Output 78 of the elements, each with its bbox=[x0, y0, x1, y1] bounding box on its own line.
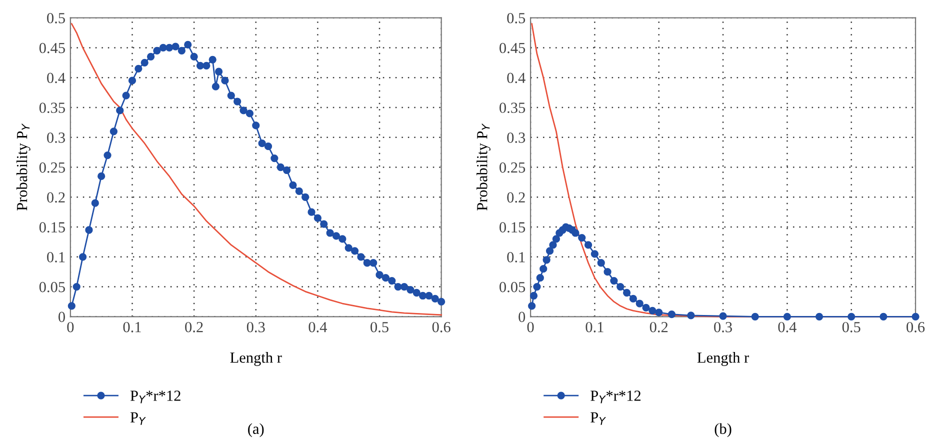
y-tick-label: 0.15 bbox=[500, 222, 526, 233]
point bbox=[880, 312, 888, 320]
point bbox=[590, 250, 599, 258]
x-tick-label: 0.1 bbox=[123, 322, 141, 332]
point bbox=[751, 312, 759, 320]
y-tick-label: 0 bbox=[58, 312, 65, 322]
y-tick-label: 0.5 bbox=[47, 12, 65, 24]
point bbox=[536, 274, 544, 282]
text: (b) bbox=[714, 423, 732, 438]
point bbox=[533, 282, 541, 291]
y-tick-label: 0.1 bbox=[507, 252, 525, 262]
x-tick-label: 0.2 bbox=[650, 322, 668, 332]
x-tick-label: 0 bbox=[67, 322, 74, 332]
point bbox=[912, 312, 920, 320]
y-tick-label: 0 bbox=[518, 312, 526, 322]
point bbox=[616, 282, 624, 291]
legend-label: P$_{Y}$*r*12 bbox=[130, 390, 180, 404]
y-tick-label: 0.4 bbox=[507, 72, 526, 84]
legend-label: P$_{Y}$*r*12 bbox=[590, 390, 641, 404]
point bbox=[584, 241, 592, 249]
y-tick-label: 0.25 bbox=[39, 162, 65, 173]
x-tick-label: 0.4 bbox=[308, 322, 328, 332]
x-tick-label: 0.4 bbox=[778, 322, 797, 332]
point bbox=[622, 288, 631, 297]
point bbox=[578, 234, 586, 242]
x-tick-label: 0.6 bbox=[906, 322, 925, 332]
y-tick-label: 0.3 bbox=[47, 132, 65, 143]
y-tick-label: 0.2 bbox=[47, 192, 65, 203]
y-tick-label: 0.45 bbox=[39, 42, 65, 54]
x-tick-label: 0.5 bbox=[370, 322, 388, 332]
y-tick-label: 0.2 bbox=[507, 192, 525, 203]
point bbox=[719, 312, 727, 320]
point bbox=[642, 304, 650, 312]
x-tick-label: 0.2 bbox=[185, 322, 203, 332]
x-tick-label: 0.1 bbox=[586, 322, 604, 332]
y-axis-title: Probability P$_{Y}$ bbox=[16, 123, 30, 211]
x-tick-label: 0.6 bbox=[432, 322, 450, 332]
x-tick-label: 0.3 bbox=[714, 322, 732, 332]
y-tick-label: 0.35 bbox=[500, 102, 526, 114]
point bbox=[648, 306, 656, 315]
point bbox=[540, 265, 548, 273]
point bbox=[597, 259, 605, 267]
y-tick-label: 0.25 bbox=[500, 162, 526, 173]
y-tick-label: 0.45 bbox=[500, 42, 526, 54]
point bbox=[572, 229, 580, 237]
y-tick-label: 0.4 bbox=[47, 72, 66, 84]
y-tick-label: 0.5 bbox=[507, 12, 526, 24]
point bbox=[610, 276, 618, 285]
point bbox=[629, 294, 638, 303]
y-axis-title: Probability P$_{Y}$ bbox=[476, 123, 490, 211]
point bbox=[530, 292, 538, 300]
y-tick-label: 0.05 bbox=[39, 282, 65, 292]
x-axis-title: Length r bbox=[697, 352, 749, 366]
y-tick-label: 0.15 bbox=[39, 222, 65, 233]
y-tick-label: 0.3 bbox=[507, 132, 526, 143]
y-tick-label: 0.1 bbox=[47, 252, 65, 262]
x-tick-label: 0 bbox=[527, 322, 534, 332]
legend-label: P$_{Y}$ bbox=[130, 412, 146, 425]
text: (a) bbox=[248, 423, 264, 438]
point bbox=[783, 312, 792, 320]
point bbox=[546, 247, 554, 255]
x-tick-label: 0.3 bbox=[246, 322, 265, 332]
x-tick-label: 0.5 bbox=[842, 322, 860, 332]
point bbox=[848, 312, 856, 320]
point bbox=[552, 235, 560, 243]
y-tick-label: 0.05 bbox=[500, 282, 526, 292]
point bbox=[655, 308, 663, 316]
point bbox=[549, 241, 557, 249]
legend-label: P$_{Y}$ bbox=[590, 412, 606, 425]
point bbox=[604, 268, 612, 276]
point bbox=[815, 312, 824, 320]
point bbox=[542, 256, 550, 264]
y-tick-label: 0.35 bbox=[39, 102, 65, 114]
point bbox=[528, 302, 536, 310]
x-axis-title: Length r bbox=[230, 352, 282, 366]
point bbox=[668, 310, 676, 318]
point bbox=[687, 312, 695, 320]
point bbox=[636, 300, 644, 308]
